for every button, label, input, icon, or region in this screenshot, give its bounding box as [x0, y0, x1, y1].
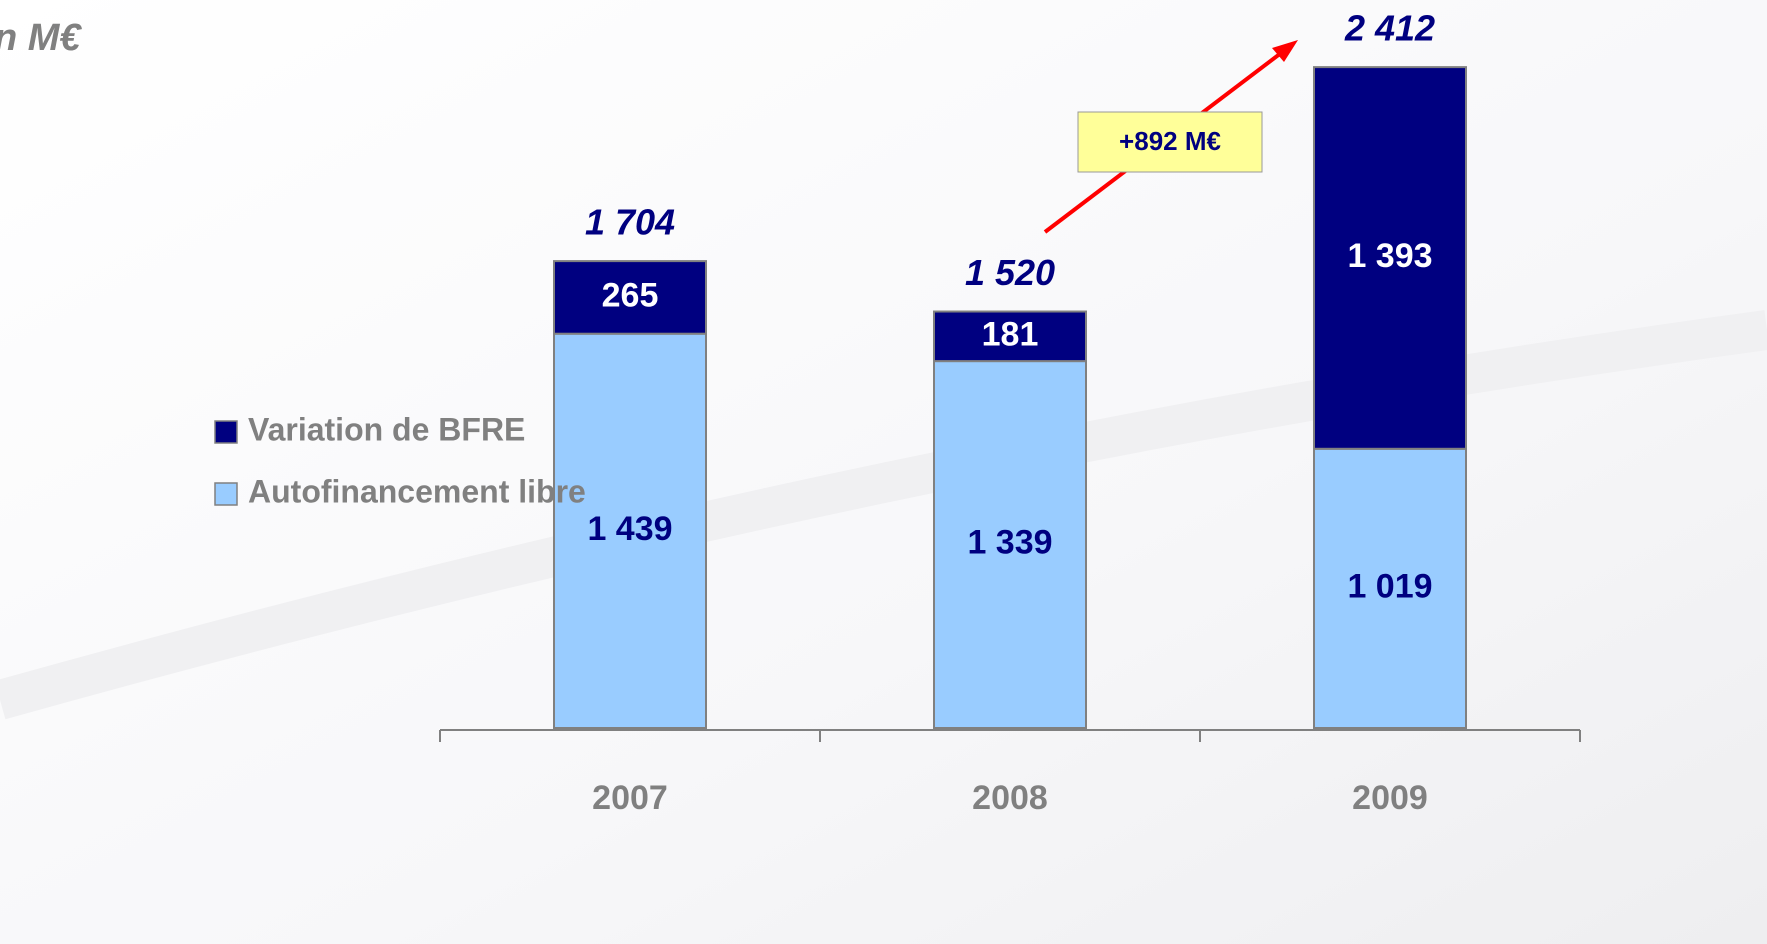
value-label: 265	[602, 276, 659, 314]
value-label: 1 019	[1347, 567, 1432, 605]
annotation: +892 M€	[1119, 126, 1221, 156]
total-label: 1 704	[585, 202, 675, 243]
bar-segment	[933, 360, 1087, 729]
legend-swatch	[214, 420, 238, 444]
bar-segment	[553, 260, 707, 335]
legend-label: Variation de BFRE	[248, 411, 525, 447]
annotation-box	[1077, 111, 1263, 173]
total-label: 2 412	[1344, 8, 1435, 49]
x-tick-label: 2009	[1352, 779, 1428, 817]
value-label: 181	[982, 315, 1039, 353]
value-label: 1 339	[967, 524, 1052, 562]
legend-swatch	[214, 482, 238, 506]
value-label: 1 393	[1347, 237, 1432, 275]
legend-label: Autofinancement libre	[248, 473, 586, 509]
bar-segment	[1313, 447, 1467, 729]
x-tick-label: 2008	[972, 779, 1048, 817]
bar-segment	[933, 310, 1087, 363]
x-tick-label: 2007	[592, 779, 668, 817]
background-swirl	[0, 310, 1767, 720]
arrow-head	[1272, 40, 1298, 62]
bar-segment	[1313, 66, 1467, 450]
total-label: 1 520	[965, 252, 1055, 293]
value-label: 1 439	[587, 510, 672, 548]
unit-label: n M€	[0, 17, 82, 59]
